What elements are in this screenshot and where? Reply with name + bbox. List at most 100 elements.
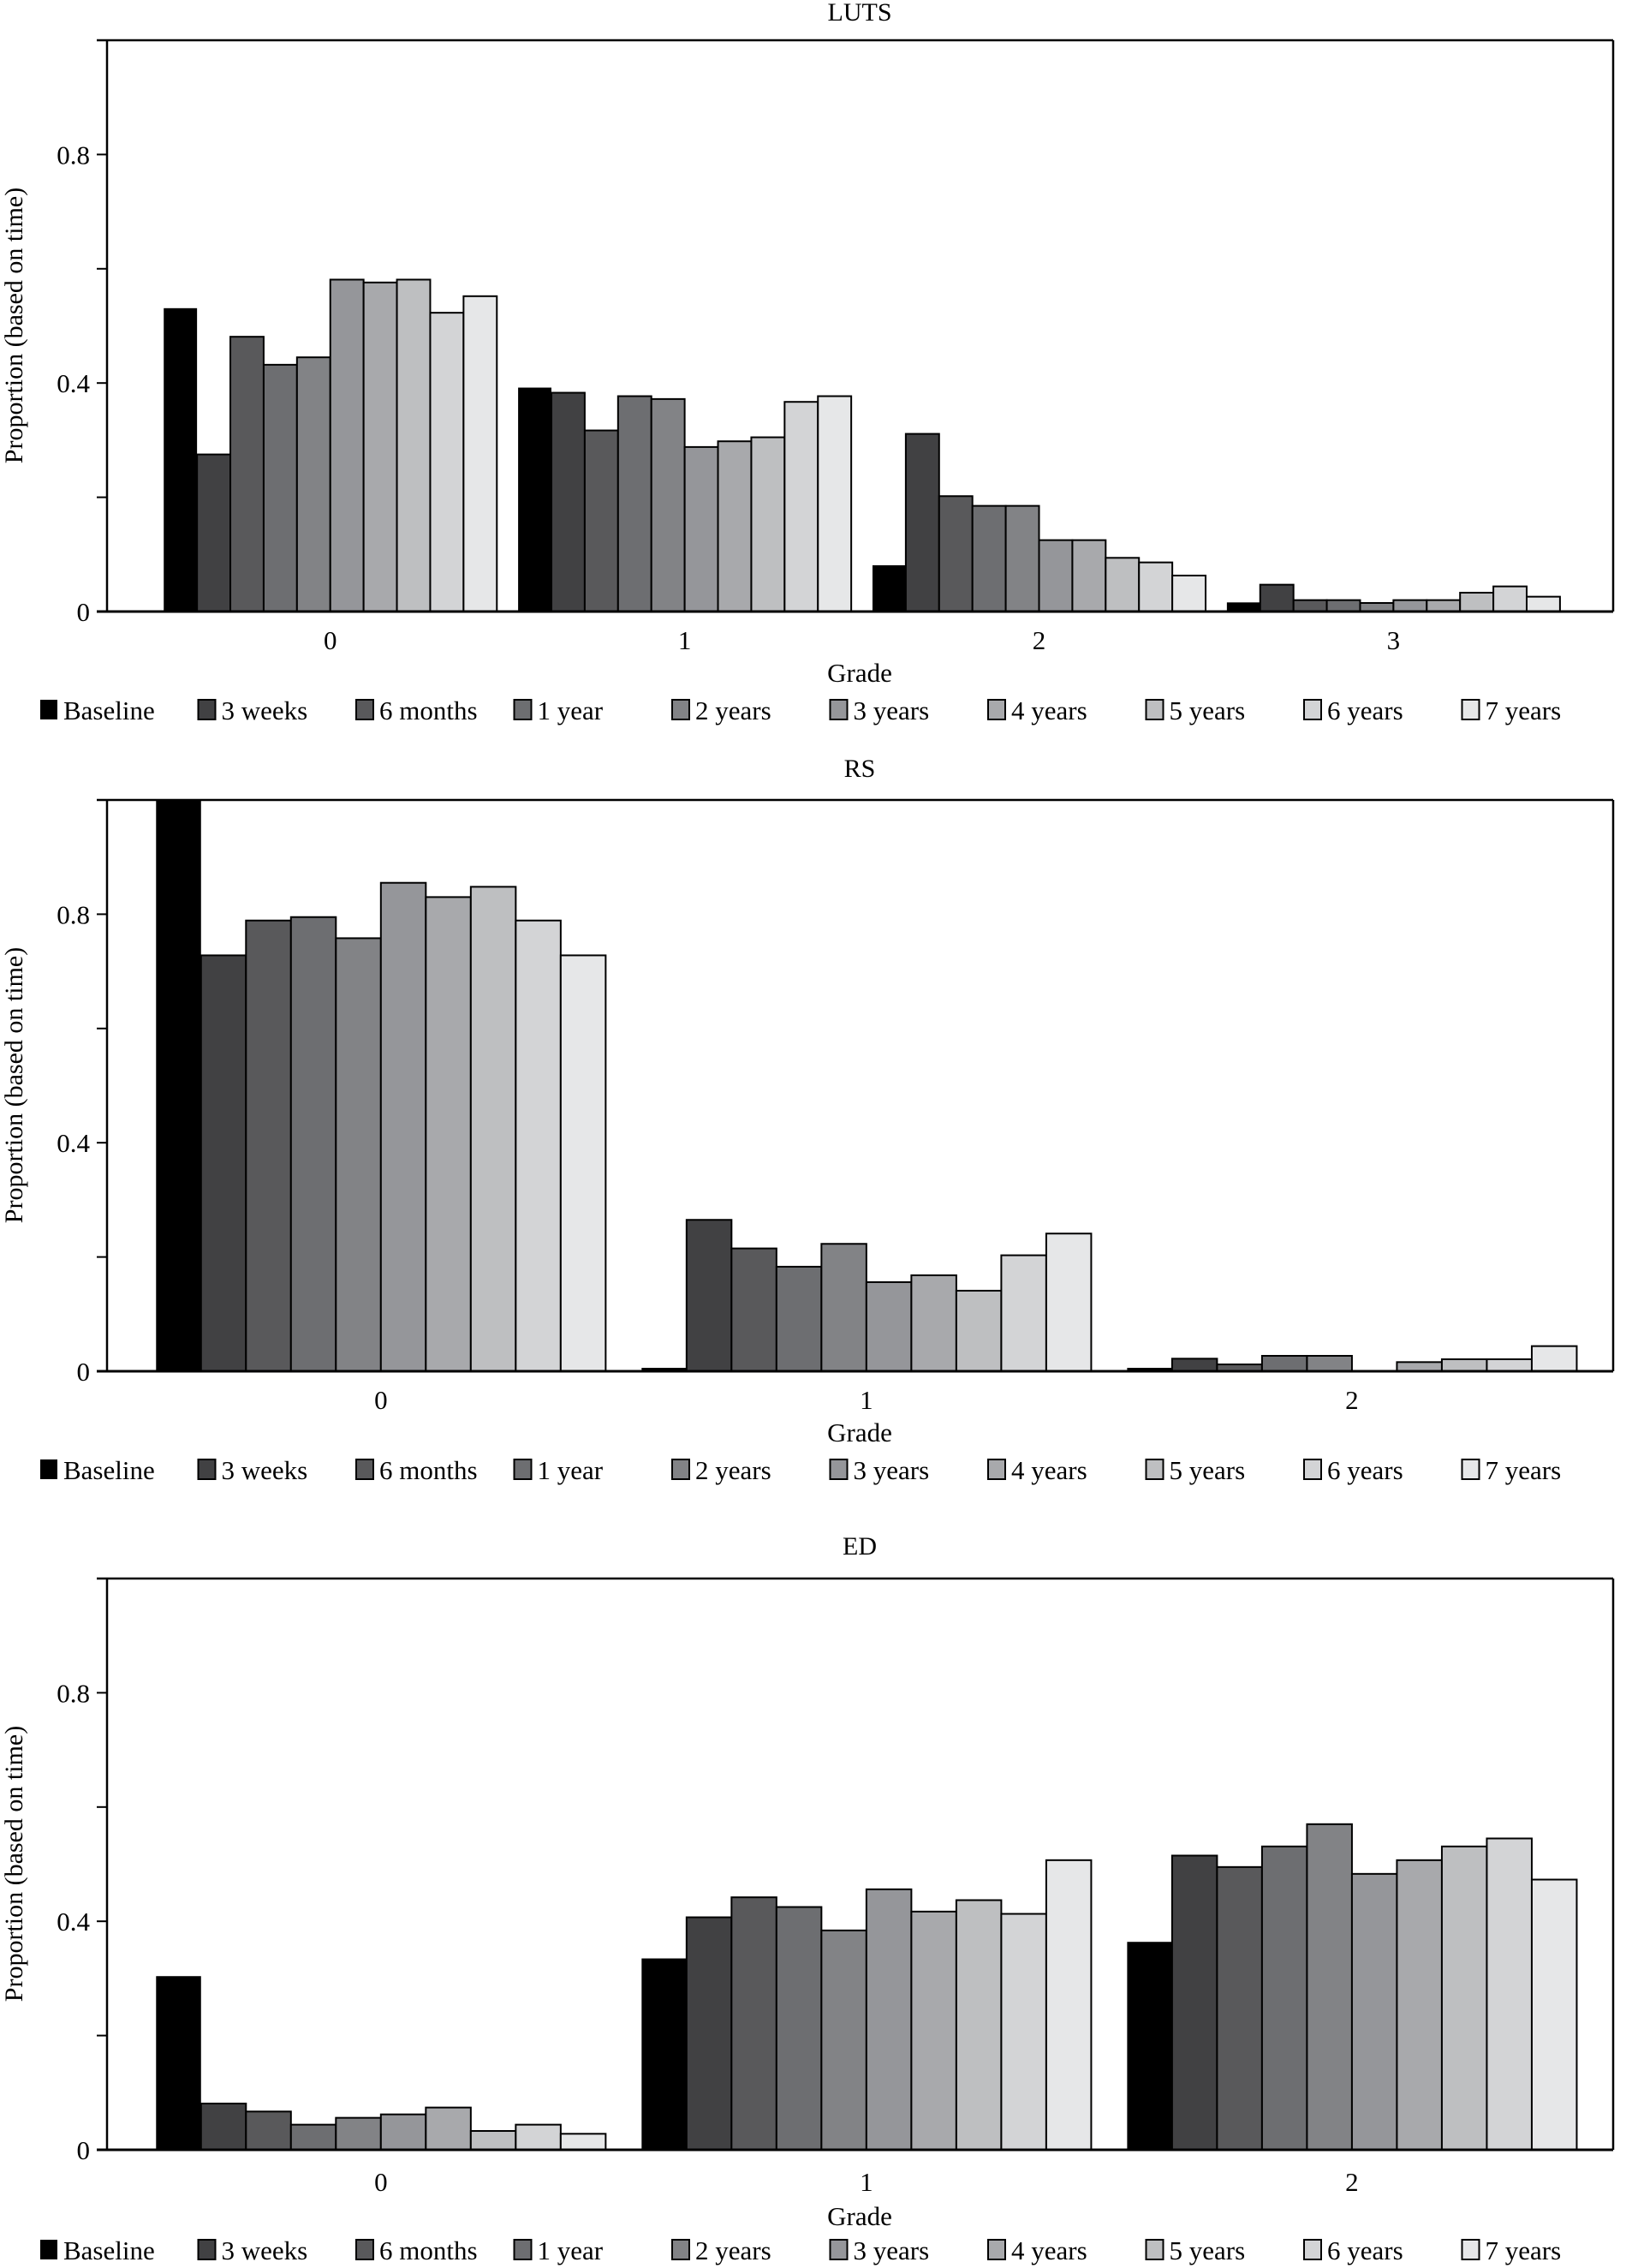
legend-swatch bbox=[987, 1459, 1006, 1480]
bar-4-years-grade-2 bbox=[1396, 1361, 1443, 1372]
bar-5-years-grade-2 bbox=[1440, 1845, 1488, 2152]
x-tick-label: 0 bbox=[324, 625, 337, 655]
bar-7-years-grade-0 bbox=[559, 954, 607, 1373]
bar-2-years-grade-0 bbox=[335, 2116, 382, 2151]
legend-label: 2 years bbox=[695, 2235, 771, 2265]
bars bbox=[156, 1823, 1578, 2152]
bar-6-months-grade-1 bbox=[730, 1896, 777, 2151]
y-tick-label: 0.8 bbox=[57, 140, 90, 170]
bar-3-weeks-grade-1 bbox=[685, 1916, 733, 2152]
bar-baseline-grade-1 bbox=[641, 1368, 687, 1371]
legend-item: 7 years bbox=[1461, 695, 1561, 725]
legend-swatch bbox=[829, 699, 849, 720]
bar-6-months-grade-1 bbox=[583, 429, 619, 612]
legend-swatch bbox=[1461, 699, 1480, 720]
y-tick-label: 0 bbox=[77, 1357, 91, 1387]
bar-4-years-grade-1 bbox=[717, 440, 753, 612]
bar-3-years-grade-1 bbox=[865, 1280, 913, 1372]
legend-item: 4 years bbox=[987, 1455, 1087, 1485]
bars bbox=[164, 278, 1561, 613]
bar-6-months-grade-3 bbox=[1292, 599, 1328, 612]
legend-label: 6 months bbox=[379, 2235, 478, 2265]
bar-3-weeks-grade-0 bbox=[196, 453, 232, 613]
bar-6-months-grade-0 bbox=[245, 919, 292, 1372]
x-tick-label: 0 bbox=[374, 1385, 388, 1415]
y-tick-label: 0.4 bbox=[57, 368, 90, 398]
bar-3-years-grade-2 bbox=[1038, 539, 1074, 613]
x-tick-label: 2 bbox=[1345, 1385, 1359, 1415]
bar-6-months-grade-2 bbox=[1216, 1865, 1263, 2152]
bar-6-years-grade-2 bbox=[1486, 1837, 1533, 2151]
legend-swatch bbox=[1145, 1459, 1164, 1480]
legend-item: 3 weeks bbox=[197, 2235, 307, 2265]
x-axis-label: Grade bbox=[827, 1418, 892, 1447]
legend-swatch bbox=[40, 1459, 57, 1479]
bar-3-weeks-grade-2 bbox=[1170, 1854, 1218, 2151]
bar-7-years-grade-1 bbox=[1045, 1859, 1093, 2152]
legend-label: 2 years bbox=[695, 695, 771, 725]
legend-item: 1 year bbox=[513, 1455, 604, 1485]
bar-7-years-grade-2 bbox=[1530, 1878, 1578, 2151]
legend-swatch bbox=[671, 699, 690, 720]
bar-baseline-grade-0 bbox=[156, 1976, 201, 2150]
legend-swatch bbox=[355, 699, 374, 720]
legend-label: 6 months bbox=[379, 1455, 478, 1485]
legend-item: 6 months bbox=[355, 1455, 478, 1485]
legend-label: 6 years bbox=[1327, 1455, 1403, 1485]
rs-chart: RS Grade Proportion (based on time) 0 0.4… bbox=[0, 755, 1615, 1485]
legend-label: 6 years bbox=[1327, 2235, 1403, 2265]
bar-2-years-grade-1 bbox=[820, 1243, 867, 1373]
legend-item: 2 years bbox=[671, 2235, 771, 2265]
bar-5-years-grade-0 bbox=[469, 2129, 517, 2151]
x-tick-label: 2 bbox=[1033, 625, 1046, 655]
legend-item: 2 years bbox=[671, 695, 771, 725]
bar-baseline-grade-0 bbox=[156, 800, 201, 1371]
legend-swatch bbox=[987, 2239, 1006, 2260]
legend-item: 6 months bbox=[355, 2235, 478, 2265]
bar-6-months-grade-1 bbox=[730, 1247, 777, 1372]
legend-label: 6 months bbox=[379, 695, 478, 725]
legend-swatch bbox=[671, 1459, 690, 1480]
bar-1-year-grade-3 bbox=[1325, 599, 1361, 612]
bar-3-weeks-grade-2 bbox=[1170, 1358, 1218, 1372]
y-tick-label: 0.8 bbox=[57, 899, 90, 929]
legend: Baseline 3 weeks 6 months 1 year 2 years 3 ye… bbox=[40, 1455, 1561, 1485]
legend-item: 2 years bbox=[671, 1455, 771, 1485]
bar-6-months-grade-2 bbox=[938, 495, 974, 613]
legend-swatch bbox=[40, 700, 57, 719]
bar-3-years-grade-2 bbox=[1350, 1872, 1398, 2152]
legend-swatch bbox=[1145, 2239, 1164, 2260]
bar-6-years-grade-1 bbox=[1000, 1913, 1047, 2152]
bar-1-year-grade-1 bbox=[616, 395, 652, 613]
bar-6-months-grade-0 bbox=[229, 336, 265, 612]
bar-5-years-grade-2 bbox=[1440, 1358, 1488, 1372]
bar-3-weeks-grade-3 bbox=[1259, 583, 1295, 613]
y-tick-label: 0 bbox=[77, 597, 91, 627]
legend-swatch bbox=[987, 699, 1006, 720]
bar-1-year-grade-0 bbox=[262, 363, 298, 612]
legend-label: 5 years bbox=[1170, 695, 1246, 725]
legend-swatch bbox=[355, 2239, 374, 2260]
legend-swatch bbox=[513, 1459, 533, 1480]
legend-item: 3 weeks bbox=[197, 1455, 307, 1485]
bar-4-years-grade-2 bbox=[1071, 539, 1107, 613]
legend-swatch bbox=[197, 2239, 217, 2260]
bar-5-years-grade-3 bbox=[1459, 591, 1495, 612]
bar-1-year-grade-1 bbox=[775, 1906, 823, 2152]
bar-baseline-grade-3 bbox=[1226, 602, 1260, 612]
bar-4-years-grade-0 bbox=[362, 281, 398, 612]
legend-swatch bbox=[197, 1459, 217, 1480]
bar-3-weeks-grade-0 bbox=[200, 954, 247, 1373]
legend-label: 6 years bbox=[1327, 695, 1403, 725]
legend-label: Baseline bbox=[63, 2235, 155, 2265]
legend-item: 7 years bbox=[1461, 2235, 1561, 2265]
bar-7-years-grade-3 bbox=[1526, 595, 1561, 612]
bar-1-year-grade-2 bbox=[971, 504, 1007, 612]
legend-item: 3 years bbox=[829, 2235, 929, 2265]
bar-1-year-grade-0 bbox=[289, 2123, 337, 2151]
legend-item: 3 years bbox=[829, 1455, 929, 1485]
bar-3-years-grade-0 bbox=[379, 881, 427, 1372]
bar-4-years-grade-1 bbox=[910, 1910, 957, 2152]
legend-swatch bbox=[40, 2240, 57, 2259]
bar-2-years-grade-0 bbox=[335, 937, 382, 1373]
